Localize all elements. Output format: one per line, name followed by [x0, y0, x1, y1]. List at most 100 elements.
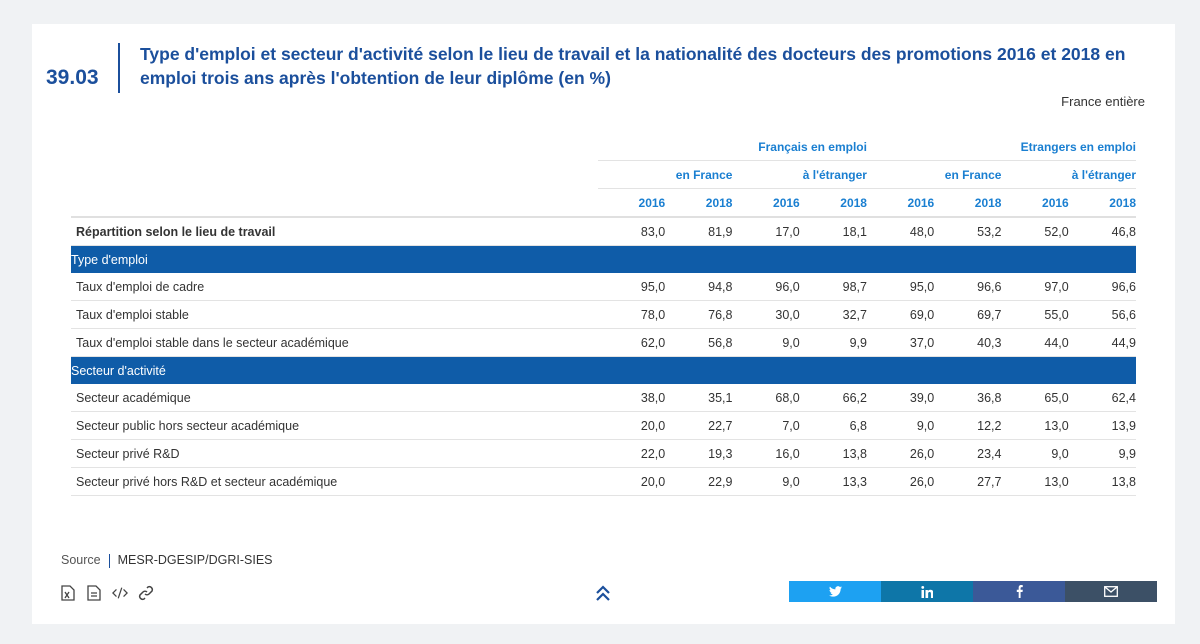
source-line: Source MESR-DGESIP/DGRI-SIES: [61, 553, 273, 568]
cell-value: 78,0: [597, 300, 666, 329]
code-icon[interactable]: [112, 584, 128, 602]
row-label: Secteur privé hors R&D et secteur académ…: [71, 467, 598, 496]
cell-value: 83,0: [597, 217, 666, 246]
cell-value: 13,8: [1068, 467, 1136, 496]
subgroup-header: en France: [597, 160, 733, 189]
cell-value: 96,6: [1068, 273, 1136, 301]
scroll-top-icon[interactable]: [595, 584, 611, 602]
section-header-activite: Secteur d'activité: [71, 356, 1136, 384]
twitter-share-button[interactable]: [789, 581, 881, 602]
mail-share-button[interactable]: [1065, 581, 1157, 602]
facebook-icon: [1016, 585, 1023, 598]
year-header: 2018: [934, 188, 1002, 218]
cell-value: 56,8: [665, 328, 733, 357]
excel-icon[interactable]: [60, 584, 76, 602]
year-header: 2016: [732, 188, 800, 218]
cell-value: 9,9: [799, 328, 867, 357]
linkedin-icon: [921, 585, 933, 598]
row-label: Taux d'emploi stable: [71, 300, 598, 329]
cell-value: 95,0: [866, 273, 935, 301]
year-header: 2018: [1068, 188, 1136, 218]
cell-value: 36,8: [934, 384, 1002, 412]
page-title: Type d'emploi et secteur d'activité selo…: [140, 44, 1126, 88]
cell-value: 13,9: [1068, 411, 1136, 440]
facebook-share-button[interactable]: [973, 581, 1065, 602]
row-label: Taux d'emploi stable dans le secteur aca…: [71, 328, 598, 357]
row-label: Secteur public hors secteur académique: [71, 411, 598, 440]
cell-value: 13,0: [1001, 467, 1069, 496]
table-row: Répartition selon le lieu de travail 83,0…: [71, 217, 1136, 246]
title-divider: [118, 43, 120, 93]
source-value: MESR-DGESIP/DGRI-SIES: [117, 553, 273, 567]
source-label: Source: [61, 553, 101, 567]
year-header: 2018: [665, 188, 733, 218]
cell-value: 22,7: [665, 411, 733, 440]
cell-value: 38,0: [597, 384, 666, 412]
cell-value: 44,0: [1001, 328, 1069, 357]
cell-value: 23,4: [934, 439, 1002, 468]
cell-value: 9,0: [732, 467, 800, 496]
row-label: Secteur académique: [71, 384, 598, 412]
subgroup-header: à l'étranger: [732, 160, 867, 189]
cell-value: 46,8: [1068, 217, 1136, 246]
cell-value: 96,6: [934, 273, 1002, 301]
cell-value: 30,0: [732, 300, 800, 329]
cell-value: 9,0: [1001, 439, 1069, 468]
year-header: 2018: [799, 188, 867, 218]
cell-value: 13,3: [799, 467, 867, 496]
cell-value: 68,0: [732, 384, 800, 412]
cell-value: 7,0: [732, 411, 800, 440]
table-card: 39.03 Type d'emploi et secteur d'activit…: [32, 24, 1175, 624]
cell-value: 22,9: [665, 467, 733, 496]
year-header: 2016: [866, 188, 935, 218]
data-table: Français en emploi Etrangers en emploi e…: [71, 133, 1136, 496]
cell-value: 81,9: [665, 217, 733, 246]
cell-value: 37,0: [866, 328, 935, 357]
cell-value: 44,9: [1068, 328, 1136, 357]
table-row: Secteur privé R&D 22,0 19,3 16,0 13,8 26,0 23,…: [71, 439, 1136, 468]
row-label: Taux d'emploi de cadre: [71, 273, 598, 301]
cell-value: 20,0: [597, 467, 666, 496]
cell-value: 9,9: [1068, 439, 1136, 468]
cell-value: 20,0: [597, 411, 666, 440]
cell-value: 40,3: [934, 328, 1002, 357]
cell-value: 97,0: [1001, 273, 1069, 301]
year-header-row: 2016 2018 2016 2018 2016 2018 2016 2018: [71, 188, 1136, 218]
export-tools: [60, 584, 154, 602]
cell-value: 98,7: [799, 273, 867, 301]
cell-value: 96,0: [732, 273, 800, 301]
group-header-etrangers: Etrangers en emploi: [866, 133, 1136, 161]
cell-value: 52,0: [1001, 217, 1069, 246]
table-row: Taux d'emploi de cadre 95,0 94,8 96,0 98,7 95…: [71, 273, 1136, 301]
cell-value: 65,0: [1001, 384, 1069, 412]
cell-value: 62,4: [1068, 384, 1136, 412]
cell-value: 66,2: [799, 384, 867, 412]
share-bar: [789, 581, 1157, 602]
cell-value: 69,7: [934, 300, 1002, 329]
table-row: Taux d'emploi stable 78,0 76,8 30,0 32,7 69,0…: [71, 300, 1136, 329]
cell-value: 16,0: [732, 439, 800, 468]
section-header-row: Type d'emploi: [71, 245, 1136, 273]
cell-value: 6,8: [799, 411, 867, 440]
cell-value: 17,0: [732, 217, 800, 246]
linkedin-share-button[interactable]: [881, 581, 973, 602]
row-label: Répartition selon le lieu de travail: [71, 217, 598, 246]
link-icon[interactable]: [138, 584, 154, 602]
document-icon[interactable]: [86, 584, 102, 602]
cell-value: 62,0: [597, 328, 666, 357]
section-header-emploi: Type d'emploi: [71, 245, 1136, 273]
cell-value: 13,8: [799, 439, 867, 468]
cell-value: 48,0: [866, 217, 935, 246]
year-header: 2016: [1001, 188, 1069, 218]
twitter-icon: [828, 586, 842, 597]
table-row: Taux d'emploi stable dans le secteur aca…: [71, 328, 1136, 357]
cell-value: 55,0: [1001, 300, 1069, 329]
cell-value: 69,0: [866, 300, 935, 329]
section-activite-block: Secteur d'activité: [71, 356, 1136, 384]
group-header-francais: Français en emploi: [597, 133, 867, 161]
table-row: Secteur académique 38,0 35,1 68,0 66,2 39,0 36…: [71, 384, 1136, 412]
cell-value: 9,0: [866, 411, 935, 440]
cell-value: 95,0: [597, 273, 666, 301]
cell-value: 27,7: [934, 467, 1002, 496]
cell-value: 26,0: [866, 439, 935, 468]
